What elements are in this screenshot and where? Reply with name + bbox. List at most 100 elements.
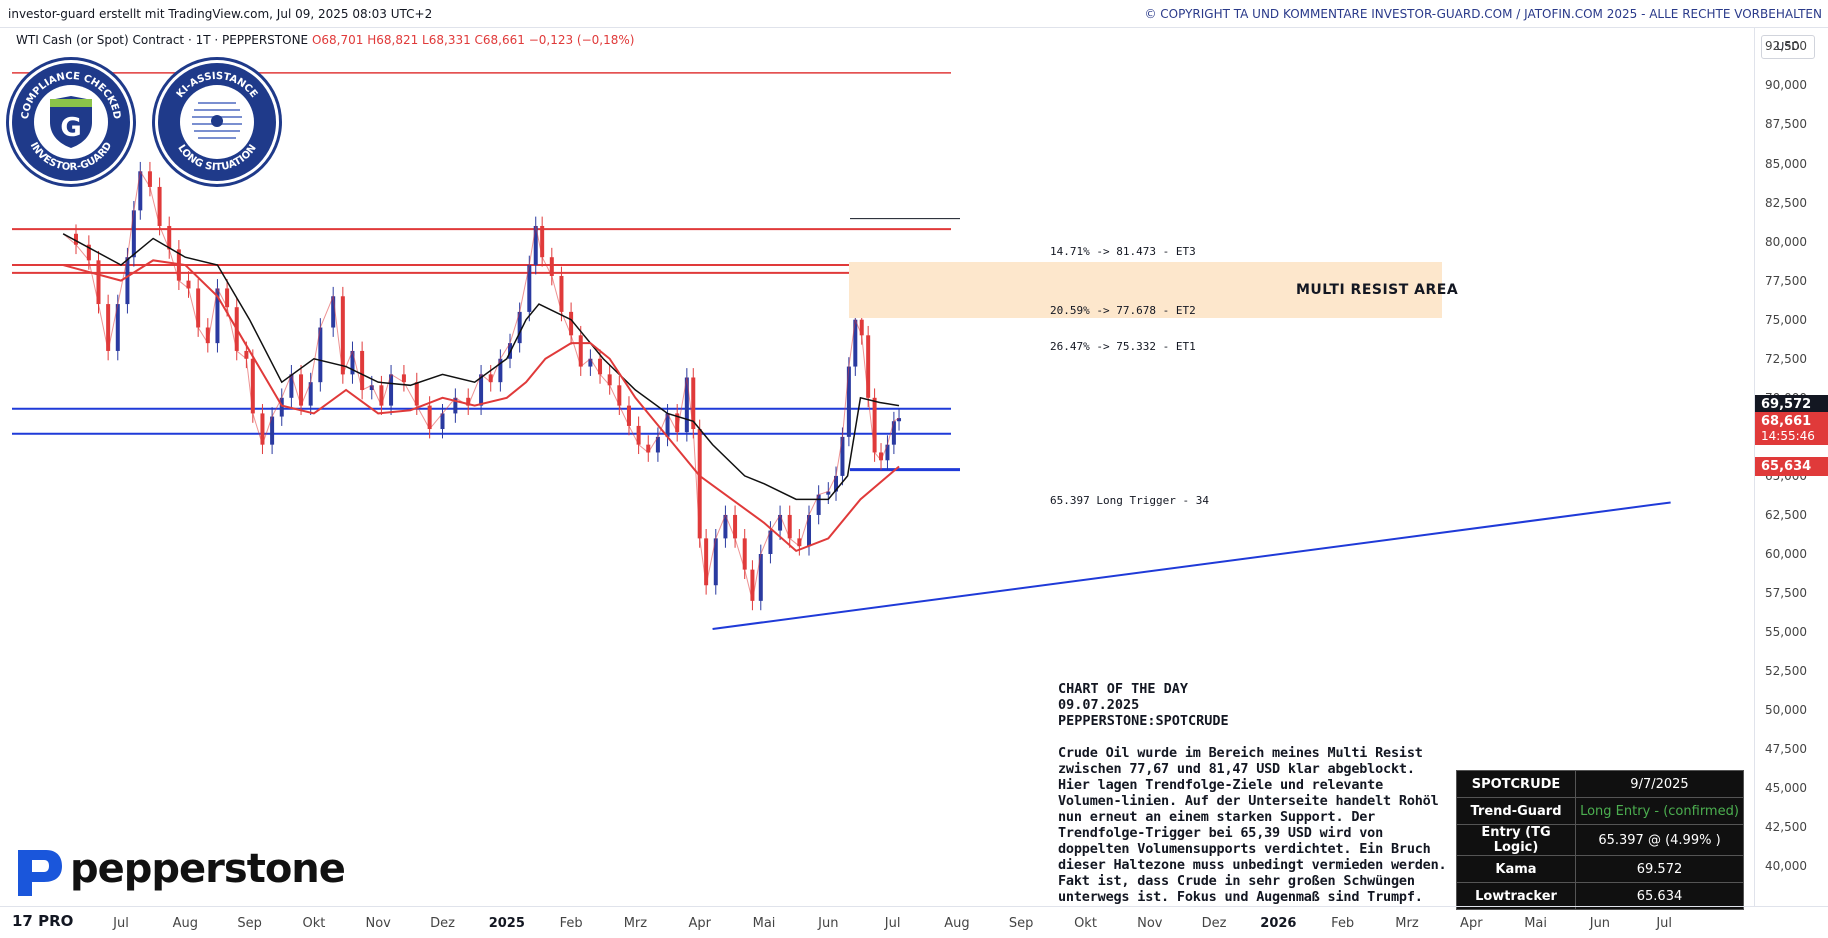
candle-body	[73, 233, 78, 245]
candle-body	[205, 327, 210, 344]
candle-body	[569, 311, 574, 336]
candle-body	[897, 418, 902, 422]
brain-icon	[192, 102, 242, 139]
ki-assistance-seal: KI-ASSISTANCE LONG SITUATION	[158, 63, 276, 181]
table-key: Kama	[1456, 855, 1576, 883]
y-tick-label: 87,500	[1765, 117, 1807, 132]
candle-body	[607, 374, 612, 386]
y-tick-label: 52,500	[1765, 664, 1807, 679]
candle-body	[308, 382, 313, 406]
candle-body	[289, 374, 294, 398]
y-tick-label: 72,500	[1765, 351, 1807, 366]
candle-body	[517, 311, 522, 344]
price-axis[interactable]: USD 40,000 42,500 45,000 47,500 50,000 52,500…	[1754, 27, 1828, 906]
candle-body	[215, 288, 220, 344]
candle-body	[713, 538, 718, 586]
chart-area[interactable]	[0, 27, 1754, 906]
x-tick-label: Jun	[818, 916, 839, 931]
y-tick-label: 85,000	[1765, 156, 1807, 171]
candle-body	[733, 514, 738, 539]
table-row: Trend-Guard Long Entry - (confirmed)	[1456, 797, 1744, 825]
candle-body	[723, 514, 728, 539]
x-tick-label: Sep	[1008, 916, 1034, 931]
candle-body	[655, 436, 660, 453]
candle-body	[758, 554, 763, 601]
pepperstone-logo-icon	[18, 850, 62, 896]
candle-body	[279, 397, 284, 417]
candle-body	[826, 491, 831, 495]
candle-body	[340, 296, 345, 375]
table-key: Lowtracker	[1456, 882, 1576, 910]
price-tag: 69,572	[1755, 395, 1828, 415]
candle-body	[427, 405, 432, 430]
x-tick-label: Apr	[1460, 916, 1483, 931]
candle-body	[588, 358, 593, 367]
candle-body	[331, 296, 336, 328]
x-tick-label: Mai	[1524, 916, 1547, 931]
candle-body	[578, 335, 583, 367]
candle-body	[834, 475, 839, 492]
candle-body	[270, 416, 275, 445]
y-tick-label: 57,500	[1765, 586, 1807, 601]
shield-icon: G	[50, 96, 92, 148]
y-tick-label: 50,000	[1765, 703, 1807, 718]
candle-body	[891, 421, 896, 445]
candle-body	[840, 436, 845, 476]
candle-body	[389, 374, 394, 406]
candle-body	[697, 429, 702, 539]
x-tick-label: 2026	[1260, 916, 1297, 931]
y-tick-label: 40,000	[1765, 859, 1807, 874]
seal-1-center: G	[60, 113, 81, 143]
multi-resist-label: MULTI RESIST AREA	[1296, 282, 1459, 298]
price-tag: 68,661 14:55:46	[1755, 411, 1828, 445]
symbol-name: WTI Cash (or Spot) Contract · 1T · PEPPE…	[16, 33, 309, 47]
tradingview-logo[interactable]: 17 PRO	[12, 912, 74, 930]
currency-selector[interactable]: USD	[1761, 35, 1815, 59]
candle-body	[86, 244, 91, 261]
compliance-seal: COMPLIANCE CHECKED INVESTOR-GUARD G	[12, 63, 130, 181]
countdown-label: 14:55:46	[1761, 428, 1815, 443]
candle-body	[778, 514, 783, 531]
y-tick-label: 62,500	[1765, 507, 1807, 522]
candle-body	[704, 538, 709, 586]
x-tick-label: Dez	[430, 916, 455, 931]
candle-body	[453, 397, 458, 414]
x-tick-label: Sep	[237, 916, 262, 931]
symbol-legend[interactable]: WTI Cash (or Spot) Contract · 1T · PEPPE…	[16, 33, 634, 47]
candle-body	[167, 225, 172, 250]
candle-body	[742, 538, 747, 570]
cod-ticker: PEPPERSTONE:SPOTCRUDE	[1058, 713, 1229, 729]
cod-date: 09.07.2025	[1058, 697, 1140, 713]
candle-body	[859, 319, 864, 336]
candle-body	[479, 374, 484, 406]
candle-body	[466, 397, 471, 406]
table-value: 69.572	[1575, 855, 1744, 883]
candle-body	[196, 288, 201, 328]
price-chart[interactable]	[0, 27, 1754, 906]
y-tick-label: 80,000	[1765, 234, 1807, 249]
candle-body	[549, 257, 554, 276]
cod-title: CHART OF THE DAY	[1058, 681, 1189, 697]
x-tick-label: Feb	[1331, 916, 1355, 931]
y-tick-label: 82,500	[1765, 195, 1807, 210]
candle-body	[879, 452, 884, 461]
time-axis[interactable]: Jul Aug Sep Okt Nov Dez 2025 Feb Mrz Apr Mai Jun Jul…	[0, 906, 1828, 938]
candle-body	[250, 358, 255, 414]
top-bar: investor-guard erstellt mit TradingView.…	[0, 0, 1828, 28]
candle-body	[488, 374, 493, 383]
x-tick-label: Mai	[752, 916, 776, 931]
table-row: Entry (TG Logic) 65.397 @ (4.99% )	[1456, 824, 1744, 856]
candle-body	[540, 225, 545, 258]
cod-text: Crude Oil wurde im Bereich meines Multi …	[1058, 745, 1455, 905]
x-tick-label: Aug	[944, 916, 970, 931]
candle-body	[131, 210, 136, 258]
y-tick-label: 45,000	[1765, 781, 1807, 796]
candle-body	[186, 280, 191, 289]
price-line	[62, 169, 900, 601]
multi-resist-area	[849, 262, 1442, 318]
candle-body	[807, 514, 812, 547]
candle-body	[675, 413, 680, 433]
x-tick-label: Nov	[365, 916, 391, 931]
x-tick-label: Apr	[688, 916, 711, 931]
y-tick-label: 60,000	[1765, 547, 1807, 561]
